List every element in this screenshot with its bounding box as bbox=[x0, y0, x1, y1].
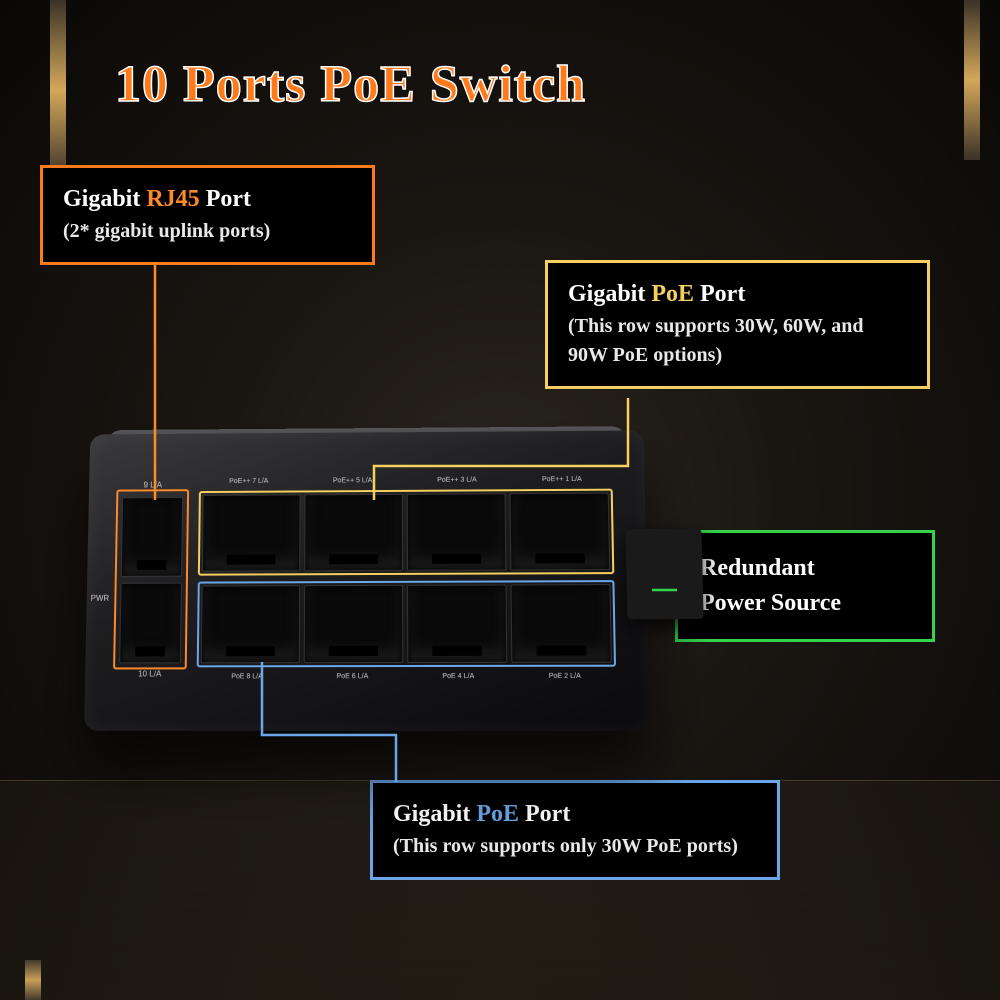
label: PoE++ 1 L/A bbox=[511, 476, 612, 484]
decor-bar-top-left bbox=[50, 0, 66, 180]
main-title: 10 Ports PoE Switch bbox=[115, 55, 586, 114]
callout-poe-top-sub: (This row supports 30W, 60W, and 90W PoE… bbox=[568, 312, 907, 370]
callout-rj45: Gigabit RJ45 Port (2* gigabit uplink por… bbox=[40, 165, 375, 265]
callout-power-l2: Power Source bbox=[700, 586, 910, 621]
accent-text: RJ45 bbox=[146, 186, 199, 212]
poe-switch-device: PWR 9 L/A 10 L/A PoE++ 7 L/APoE++ 5 L/AP… bbox=[84, 430, 650, 730]
text: Port bbox=[694, 281, 745, 307]
port-bot-3 bbox=[510, 584, 611, 663]
label: PoE++ 3 L/A bbox=[407, 476, 508, 483]
uplink-label-bottom: 10 L/A bbox=[119, 669, 181, 678]
uplink-label-top: 9 L/A bbox=[122, 480, 183, 489]
callout-power-l1: Redundant bbox=[700, 551, 910, 586]
pwr-label: PWR bbox=[91, 594, 110, 603]
accent-text: PoE bbox=[476, 801, 519, 827]
bottom-row-labels: PoE 8 L/A PoE 6 L/APoE 4 L/A PoE 2 L/A bbox=[197, 673, 617, 681]
accent-text: PoE bbox=[651, 281, 694, 307]
port-10 bbox=[119, 583, 182, 664]
port-9 bbox=[121, 497, 183, 577]
port-grid: 9 L/A 10 L/A PoE++ 7 L/APoE++ 5 L/APoE++… bbox=[113, 487, 620, 670]
uplink-column: 9 L/A 10 L/A bbox=[113, 489, 189, 669]
text: Port bbox=[200, 186, 251, 212]
callout-poe-top-title: Gigabit PoE Port bbox=[568, 277, 907, 312]
poe-port-block: PoE++ 7 L/APoE++ 5 L/APoE++ 3 L/APoE++ 1… bbox=[193, 487, 620, 670]
text: Gigabit bbox=[393, 801, 476, 827]
din-rail-clip bbox=[626, 529, 704, 619]
port-top-3 bbox=[509, 493, 610, 571]
port-top-1 bbox=[304, 494, 403, 571]
label: PoE 2 L/A bbox=[513, 673, 616, 680]
port-bot-1 bbox=[304, 585, 403, 663]
device-front-panel: PWR 9 L/A 10 L/A PoE++ 7 L/APoE++ 5 L/AP… bbox=[112, 475, 620, 703]
label: PoE++ 5 L/A bbox=[303, 477, 403, 484]
text: Port bbox=[519, 801, 570, 827]
label: PoE 4 L/A bbox=[407, 673, 509, 680]
text: Gigabit bbox=[63, 186, 146, 212]
top-row-labels: PoE++ 7 L/A PoE++ 5 L/A PoE++ 3 L/APoE++ 1… bbox=[199, 476, 613, 485]
callout-poe-bottom-title: Gigabit PoE Port bbox=[393, 797, 757, 832]
callout-poe-bottom-sub: (This row supports only 30W PoE ports) bbox=[393, 832, 757, 861]
port-top-0 bbox=[202, 494, 301, 571]
port-bot-2 bbox=[407, 584, 507, 663]
port-bot-0 bbox=[201, 585, 300, 663]
poe-row-top bbox=[198, 489, 614, 576]
callout-rj45-sub: (2* gigabit uplink ports) bbox=[63, 217, 352, 246]
label: PoE 8 L/A bbox=[197, 673, 298, 680]
decor-bar-top-right bbox=[964, 0, 980, 160]
port-top-2 bbox=[407, 493, 507, 571]
callout-poe-top: Gigabit PoE Port (This row supports 30W,… bbox=[545, 260, 930, 389]
callout-poe-bottom: Gigabit PoE Port (This row supports only… bbox=[370, 780, 780, 880]
label: PoE 6 L/A bbox=[302, 673, 404, 680]
callout-power: Redundant Power Source bbox=[675, 530, 935, 642]
label: PoE++ 7 L/A bbox=[199, 478, 299, 485]
text: Gigabit bbox=[568, 281, 651, 307]
callout-rj45-title: Gigabit RJ45 Port bbox=[63, 182, 352, 217]
poe-row-bottom bbox=[197, 580, 616, 667]
